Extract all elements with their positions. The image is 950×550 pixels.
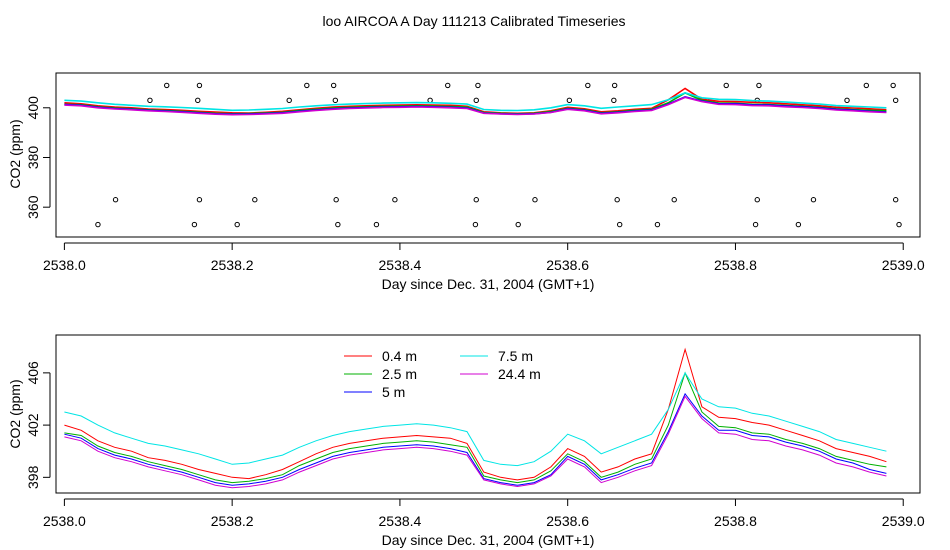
top-outlier-point: [473, 97, 479, 104]
top-outlier-point: [654, 221, 661, 228]
bottom-x-tick-label: 2539.0: [882, 513, 925, 529]
legend-label: 0.4 m: [382, 348, 417, 364]
top-y-tick-label: 400: [25, 96, 41, 120]
top-panel: 2538.0 2538.2 2538.4 2538.6 2538.8 2539.0 360…: [7, 72, 925, 292]
bottom-y-axis-label: CO2 (ppm): [7, 379, 23, 448]
top-outlier-point: [147, 97, 153, 104]
bottom-series-line-0-4-m: [64, 347, 887, 481]
top-outlier-point: [195, 97, 201, 104]
top-outlier-point: [286, 97, 292, 104]
bottom-x-tick-label: 2538.2: [211, 513, 254, 529]
top-outlier-point: [752, 221, 759, 228]
bottom-series-line-24-4-m: [64, 395, 887, 489]
top-outlier-point: [373, 221, 380, 228]
legend-label: 7.5 m: [498, 348, 533, 364]
top-outlier-point: [723, 82, 729, 89]
top-outlier-point: [795, 221, 802, 228]
top-x-axis-label: Day since Dec. 31, 2004 (GMT+1): [382, 276, 595, 292]
top-outlier-point: [164, 82, 170, 89]
bottom-y-tick-label: 402: [25, 413, 41, 437]
bottom-x-tick-label: 2538.0: [43, 513, 86, 529]
top-outlier-point: [611, 97, 617, 104]
top-x-axis: 2538.0 2538.2 2538.4 2538.6 2538.8 2539.0: [43, 242, 925, 273]
bottom-x-tick-label: 2538.6: [546, 513, 589, 529]
top-outlier-point: [95, 221, 101, 228]
top-outlier-point: [890, 82, 896, 89]
legend-label: 2.5 m: [382, 366, 417, 382]
bottom-x-axis: 2538.0 2538.2 2538.4 2538.6 2538.8 2539.0: [43, 498, 925, 529]
top-outlier-point: [234, 221, 240, 228]
bottom-y-tick-label: 398: [25, 465, 41, 489]
bottom-series-line-5-m: [64, 392, 887, 486]
top-outlier-point: [445, 82, 451, 89]
bottom-x-tick-label: 2538.8: [714, 513, 757, 529]
bottom-panel: 2538.0 2538.2 2538.4 2538.6 2538.8 2539.0 398…: [7, 334, 925, 548]
top-outlier-point: [863, 82, 870, 89]
top-outlier-point: [475, 82, 481, 89]
top-outlier-point: [892, 97, 899, 104]
top-outlier-point: [614, 197, 620, 203]
top-outlier-point: [611, 82, 618, 89]
top-outlier-point: [335, 221, 341, 228]
top-outlier-point: [330, 82, 337, 89]
top-outlier-point: [671, 197, 677, 203]
top-outlier-point: [566, 97, 573, 104]
bottom-y-tick-label: 406: [25, 361, 41, 385]
top-y-tick-label: 380: [25, 146, 41, 170]
legend-label: 24.4 m: [498, 366, 541, 382]
top-series-line-7-5-m: [64, 92, 887, 112]
bottom-series-lines: [64, 347, 887, 489]
top-outlier-point: [585, 82, 591, 89]
top-x-tick-label: 2538.4: [379, 257, 422, 273]
top-outlier-point: [892, 197, 899, 203]
top-x-tick-label: 2539.0: [882, 257, 925, 273]
top-outlier-point: [304, 82, 310, 89]
top-x-tick-label: 2538.6: [546, 257, 589, 273]
top-outlier-point: [427, 97, 433, 104]
bottom-series-line-2-5-m: [64, 371, 887, 484]
top-outlier-point: [844, 97, 850, 104]
top-outlier-point: [616, 221, 623, 228]
top-outlier-point: [473, 197, 479, 203]
top-outlier-point: [333, 197, 339, 203]
top-outlier-point: [754, 197, 760, 203]
top-series-line-24-4-m: [64, 96, 887, 116]
top-y-axis: 360 380 400: [25, 96, 51, 219]
top-outlier-point: [112, 197, 119, 203]
top-outlier-point: [472, 221, 479, 228]
legend-label: 5 m: [382, 384, 405, 400]
top-outlier-point: [196, 197, 203, 203]
top-outlier-point: [191, 221, 198, 228]
top-outlier-point: [810, 197, 817, 203]
top-outlier-point: [392, 197, 398, 203]
top-outlier-point: [332, 97, 339, 104]
chart-title: loo AIRCOA A Day 111213 Calibrated Times…: [323, 13, 626, 29]
bottom-x-axis-label: Day since Dec. 31, 2004 (GMT+1): [382, 532, 595, 548]
top-y-tick-label: 360: [25, 195, 41, 219]
top-y-axis-label: CO2 (ppm): [7, 119, 23, 188]
top-outlier-point: [896, 221, 902, 228]
top-x-tick-label: 2538.2: [211, 257, 254, 273]
top-outlier-point: [196, 82, 203, 89]
top-plot-frame: [55, 72, 921, 238]
bottom-series-line-7-5-m: [64, 371, 887, 467]
top-outlier-point: [756, 82, 762, 89]
top-outlier-point: [252, 197, 258, 203]
top-x-tick-label: 2538.8: [714, 257, 757, 273]
bottom-plot-frame: [55, 334, 921, 494]
legend: 0.4 m 2.5 m 5 m 7.5 m 24.4 m: [344, 348, 541, 400]
top-series-lines: [64, 87, 887, 116]
bottom-x-tick-label: 2538.4: [379, 513, 422, 529]
top-outlier-point: [532, 197, 538, 203]
top-x-tick-label: 2538.0: [43, 257, 86, 273]
bottom-y-axis: 398 402 406: [25, 361, 51, 489]
top-outlier-point: [515, 221, 521, 228]
